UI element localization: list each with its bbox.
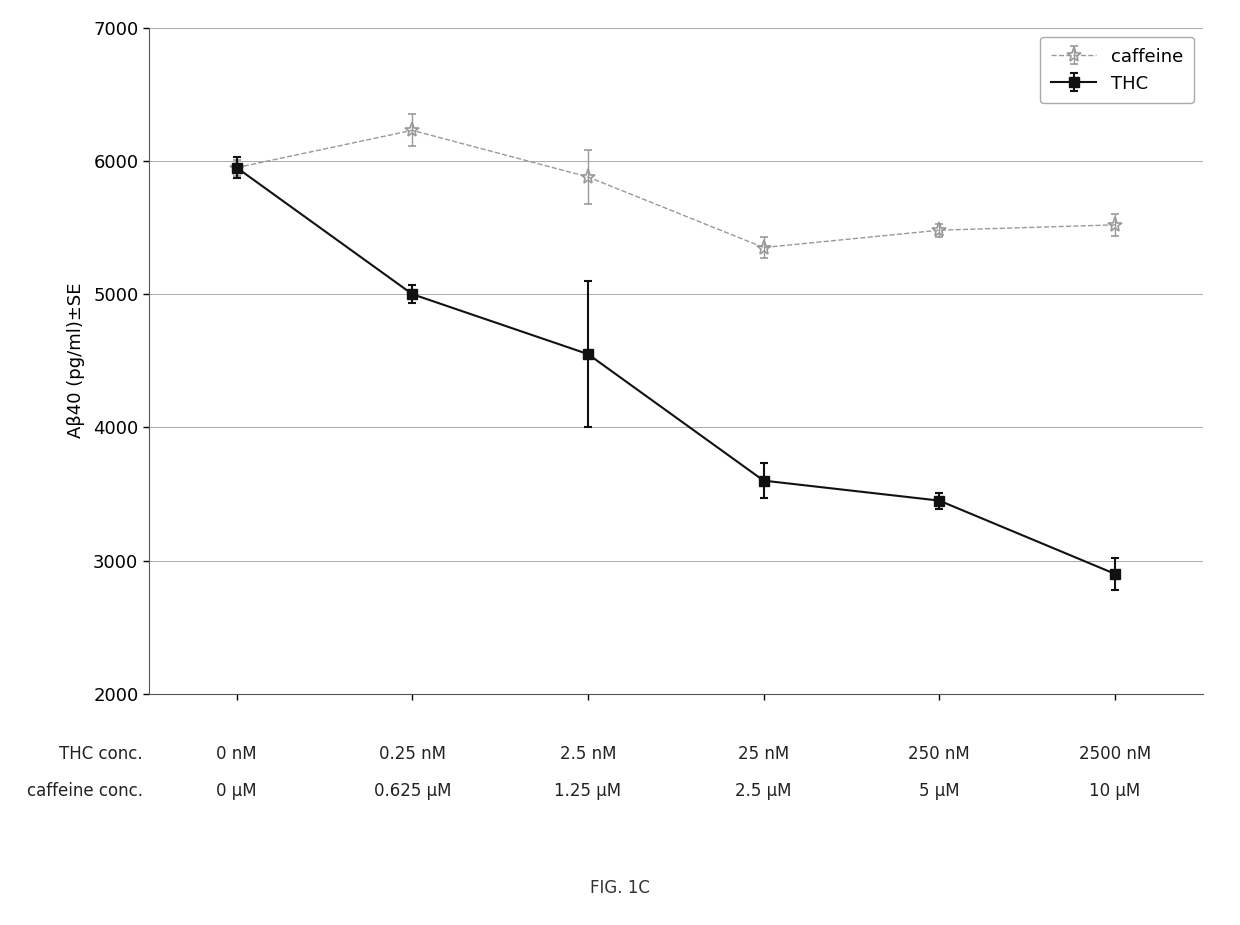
Text: FIG. 1C: FIG. 1C xyxy=(590,879,650,897)
Text: 2.5 nM: 2.5 nM xyxy=(559,745,616,763)
Text: 10 μM: 10 μM xyxy=(1090,782,1141,800)
Text: 2.5 μM: 2.5 μM xyxy=(735,782,792,800)
Text: 0.625 μM: 0.625 μM xyxy=(373,782,451,800)
Text: 0 μM: 0 μM xyxy=(216,782,257,800)
Text: caffeine conc.: caffeine conc. xyxy=(26,782,143,800)
Text: 0.25 nM: 0.25 nM xyxy=(378,745,446,763)
Text: 1.25 μM: 1.25 μM xyxy=(554,782,621,800)
Text: 2500 nM: 2500 nM xyxy=(1079,745,1151,763)
Text: 25 nM: 25 nM xyxy=(738,745,789,763)
Text: 250 nM: 250 nM xyxy=(909,745,970,763)
Legend: caffeine, THC: caffeine, THC xyxy=(1040,37,1194,104)
Text: 0 nM: 0 nM xyxy=(216,745,257,763)
Text: 5 μM: 5 μM xyxy=(919,782,960,800)
Text: THC conc.: THC conc. xyxy=(60,745,143,763)
Y-axis label: Aβ40 (pg/ml)±SE: Aβ40 (pg/ml)±SE xyxy=(67,283,84,438)
